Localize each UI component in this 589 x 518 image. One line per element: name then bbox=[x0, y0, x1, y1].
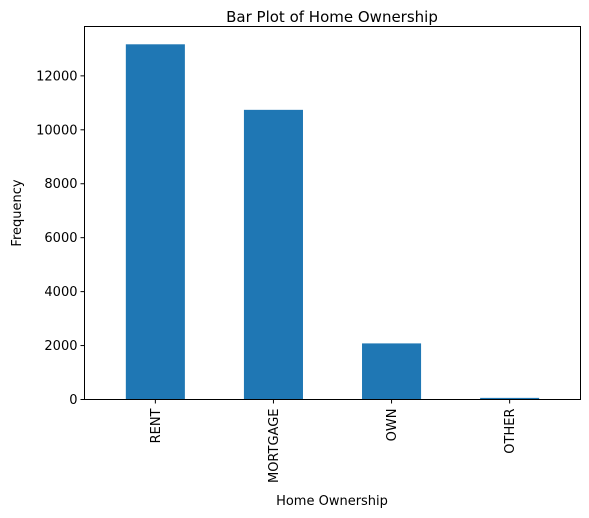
bar-mortgage bbox=[243, 109, 303, 400]
y-tick-label: 12000 bbox=[36, 69, 77, 84]
bar-other bbox=[480, 397, 540, 400]
x-tick-label: MORTGAGE bbox=[267, 409, 282, 484]
x-tick-label: OWN bbox=[385, 409, 400, 442]
x-tick-label: RENT bbox=[149, 408, 164, 443]
y-tick-label: 0 bbox=[69, 393, 77, 408]
y-axis-ticks: 0 2000 4000 6000 8000 10000 12000 bbox=[36, 69, 85, 408]
y-tick-label: 10000 bbox=[36, 123, 77, 138]
x-axis-label: Home Ownership bbox=[276, 494, 388, 509]
bars-group bbox=[125, 44, 540, 400]
bar-rent bbox=[125, 44, 185, 400]
y-tick-label: 6000 bbox=[44, 231, 77, 246]
y-tick-label: 2000 bbox=[44, 339, 77, 354]
x-tick-label: OTHER bbox=[503, 409, 518, 454]
x-axis-ticks: RENT MORTGAGE OWN OTHER bbox=[149, 399, 518, 484]
y-tick-label: 4000 bbox=[44, 285, 77, 300]
chart-title: Bar Plot of Home Ownership bbox=[226, 8, 438, 26]
y-tick-label: 8000 bbox=[44, 177, 77, 192]
y-axis-label: Frequency bbox=[10, 179, 25, 246]
bar-own bbox=[362, 343, 422, 400]
axes-frame bbox=[84, 26, 581, 400]
